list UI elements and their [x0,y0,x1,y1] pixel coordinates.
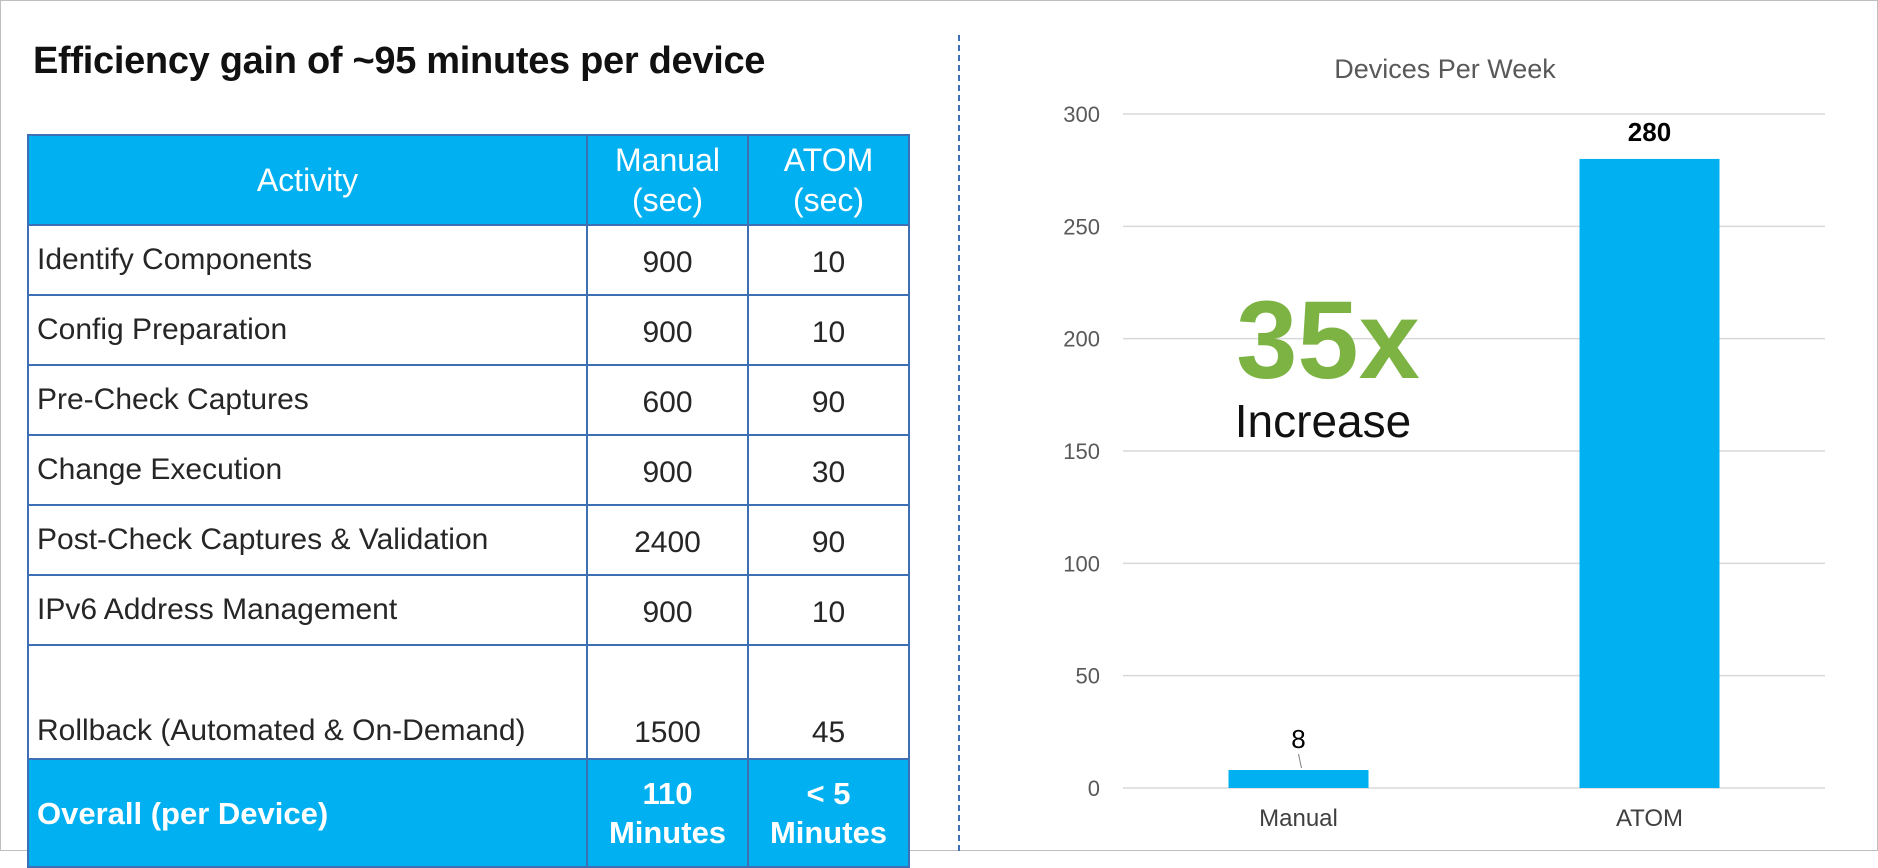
table-row: Pre-Check Captures 600 90 [27,364,910,436]
total-manual-cell: 110 Minutes [586,758,749,868]
increase-label: Increase [1235,395,1411,447]
activity-cell: Post-Check Captures & Validation [27,504,588,576]
activity-cell: Pre-Check Captures [27,364,588,436]
devices-per-week-chart: Devices Per Week 0 50 100 150 200 250 300 Manu… [1063,54,1825,832]
x-category-label: ATOM [1616,805,1683,832]
chart-gridlines [1123,113,1825,789]
y-tick-label: 0 [1088,776,1100,801]
data-label-leader [1298,753,1302,769]
table-row: Post-Check Captures & Validation 2400 90 [27,504,910,576]
increase-multiplier: 35x [1236,279,1420,402]
table-row: Change Execution 900 30 [27,434,910,506]
atom-cell: 10 [747,224,910,296]
header-atom: ATOM (sec) [747,134,910,226]
chart-labels: Manual 8 ATOM 280 [1259,117,1683,832]
y-tick-label: 100 [1063,551,1100,576]
table-row: IPv6 Address Management 900 10 [27,574,910,646]
table-row: Rollback (Automated & On-Demand) 1500 45 [27,644,910,760]
activity-cell: Change Execution [27,434,588,506]
header-atom-line2: (sec) [792,182,865,218]
header-activity: Activity [27,134,588,226]
manual-cell: 2400 [586,504,749,576]
total-manual-unit: Minutes [608,815,727,850]
bar-manual [1228,770,1369,788]
atom-cell: 90 [747,504,910,576]
manual-cell: 900 [586,294,749,366]
slide-headline: Efficiency gain of ~95 minutes per devic… [33,40,766,82]
atom-cell: 10 [747,574,910,646]
y-tick-label: 50 [1076,664,1100,689]
activity-cell: Rollback (Automated & On-Demand) [27,644,588,760]
chart-title: Devices Per Week [1334,54,1556,84]
atom-cell: 45 [747,644,910,760]
manual-cell: 900 [586,574,749,646]
section-divider [958,35,960,851]
total-manual-value: 110 [642,776,693,811]
bar-atom [1579,158,1720,788]
chart-bars [1228,158,1720,788]
manual-cell: 1500 [586,644,749,760]
header-manual-line1: Manual [615,142,720,178]
header-atom-line1: ATOM [783,142,874,178]
table-row: Config Preparation 900 10 [27,294,910,366]
total-atom-value: < 5 [806,776,851,811]
manual-cell: 900 [586,434,749,506]
y-tick-label: 200 [1063,327,1100,352]
table-header-row: Activity Manual (sec) ATOM (sec) [27,134,910,226]
activity-table: Activity Manual (sec) ATOM (sec) Identify … [27,134,910,868]
activity-cell: Config Preparation [27,294,588,366]
activity-cell: IPv6 Address Management [27,574,588,646]
manual-cell: 600 [586,364,749,436]
atom-cell: 90 [747,364,910,436]
atom-cell: 10 [747,294,910,366]
header-activity-label: Activity [256,162,359,198]
total-atom-unit: Minutes [769,815,888,850]
y-tick-label: 150 [1063,439,1100,464]
header-manual-line2: (sec) [631,182,704,218]
manual-cell: 900 [586,224,749,296]
x-category-label: Manual [1259,805,1338,832]
header-manual: Manual (sec) [586,134,749,226]
table-row: Identify Components 900 10 [27,224,910,296]
y-axis-ticks: 0 50 100 150 200 250 300 [1063,102,1100,801]
y-tick-label: 300 [1063,102,1100,127]
y-tick-label: 250 [1063,214,1100,239]
data-label: 8 [1291,724,1305,754]
activity-cell: Identify Components [27,224,588,296]
data-label: 280 [1628,117,1671,147]
atom-cell: 30 [747,434,910,506]
